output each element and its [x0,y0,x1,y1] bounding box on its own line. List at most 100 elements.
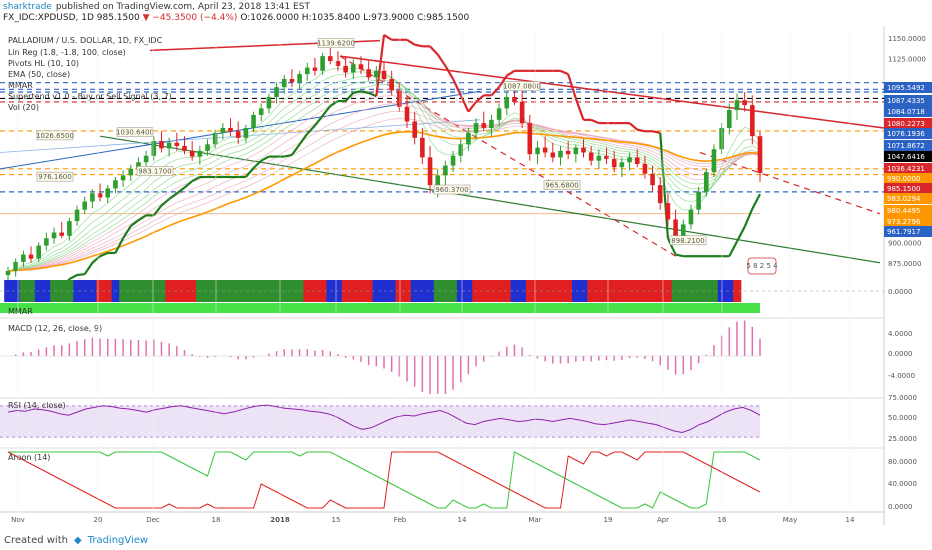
pivot-label-box [433,184,471,195]
pivot-label: 976.1600 [38,173,71,181]
supertrend-segment [137,214,147,222]
volume-strip-cell [65,280,74,302]
volume-strip-cell [702,280,711,302]
volume-strip-cell [479,280,489,302]
time-axis-label: 14 [846,516,855,524]
tradingview-link[interactable]: TradingView [87,534,149,546]
candle-body [67,221,72,236]
candle-body [166,142,172,149]
pivot-label: 965.6800 [545,182,578,190]
candle-body [727,110,732,128]
candle-body [251,114,256,128]
countdown-text: 5 8 2 5 4 [746,262,778,270]
supertrend-segment [475,94,485,103]
supertrend-segment [590,118,600,125]
candle-body [220,128,226,133]
price-flag [884,173,932,184]
supertrend-segment [574,98,585,121]
candle-body [650,173,655,186]
volume-strip-cell [456,280,466,302]
time-axis-label: Apr [657,516,669,524]
volume-strip-cell [641,280,650,302]
aroon-label: Aroon (14) [8,453,50,462]
candle-body [44,238,49,246]
supertrend-segment [498,75,508,88]
supertrend-segment [736,226,746,243]
candle-body [443,165,448,176]
candle-body [189,150,195,157]
volume-strip-cell [733,280,742,302]
volume-strip-cell [257,280,266,302]
author-name[interactable]: sharktrade [3,2,52,12]
time-axis-label: Nov [11,516,25,524]
chart-title: PALLADIUM / U.S. DOLLAR, 1D, FX_IDC [8,36,163,45]
candle-body [565,150,571,155]
price-axis-label: 875.0000 [888,260,921,268]
macd-axis-label: 0.0000 [888,350,913,358]
supertrend-segment [375,34,386,97]
price-flag-label: 1080.2273 [887,120,925,128]
candle-body [750,105,755,137]
volume-strip-cell [211,280,220,302]
supertrend-segment [751,193,761,210]
price-axis-label: 900.0000 [888,239,921,247]
rsi-label: RSI (14, close) [8,401,66,410]
candle-body [420,137,425,158]
candle-body [159,141,164,149]
candle-body [435,175,441,186]
symbol-line: FX_IDC:XPDUSD, 1D 985.1500 ▼ −45.3500 (−… [3,13,469,23]
candle-body [696,191,701,210]
candle-body [389,79,394,91]
volume-strip-cell [349,280,358,302]
pivot-label: 983.1700 [138,167,171,175]
candle-body [235,131,241,138]
time-axis-label: Mar [528,516,541,524]
candle-body [573,147,579,155]
volume-strip-cell [671,280,680,302]
supertrend-segment [666,237,677,256]
volume-strip-cell [318,280,327,302]
supertrend-segment [743,208,754,228]
candle-body [182,145,187,151]
candle-body [642,163,648,174]
supertrend-segment [284,153,293,158]
candle-body [243,128,249,138]
candle-body [258,108,264,115]
price-axis-label: 1125.0000 [888,56,926,64]
supertrend-segment [291,143,301,156]
legend-item: Supertend v1.0 - Buy or Sell Signal (3, … [8,92,172,101]
volume-strip-cell [295,280,304,302]
volume-strip-cell [648,280,657,302]
time-axis-label: Dec [146,516,160,524]
aroon-axis-label: 40.0000 [888,480,917,488]
candle-body [604,155,609,160]
price-flag-label: 985.1500 [887,185,920,193]
supertrend-segment [76,273,85,277]
candle-body [13,261,18,271]
supertrend-segment [429,45,439,56]
candle-body [734,100,740,111]
candle-body [412,121,417,138]
price-flag [884,128,932,139]
price-flag-label: 1071.8672 [887,142,925,150]
macd-label: MACD (12, 26, close, 9) [8,324,102,333]
legend-item: Pivots HL (10, 10) [8,59,79,68]
pivot-label-box [36,171,74,182]
supertrend-segment [567,73,577,99]
supertrend-segment [628,122,638,131]
pivot-label: 1030.6400 [116,129,154,137]
pivot-label-box [543,180,581,190]
pivot-label-box [36,130,74,141]
supertrend-segment [652,130,661,134]
supertrend-segment [353,90,362,94]
candle-body [619,162,625,168]
supertrend-segment [298,133,309,145]
candle-body [719,128,724,150]
supertrend-segment [122,225,132,239]
supertrend-segment [91,255,101,264]
candle-body [274,87,279,97]
plot-bg [0,26,884,526]
tradingview-logo-icon[interactable]: ◆ [73,534,82,546]
supertrend-segment [260,155,270,162]
volume-strip-cell [618,280,627,302]
